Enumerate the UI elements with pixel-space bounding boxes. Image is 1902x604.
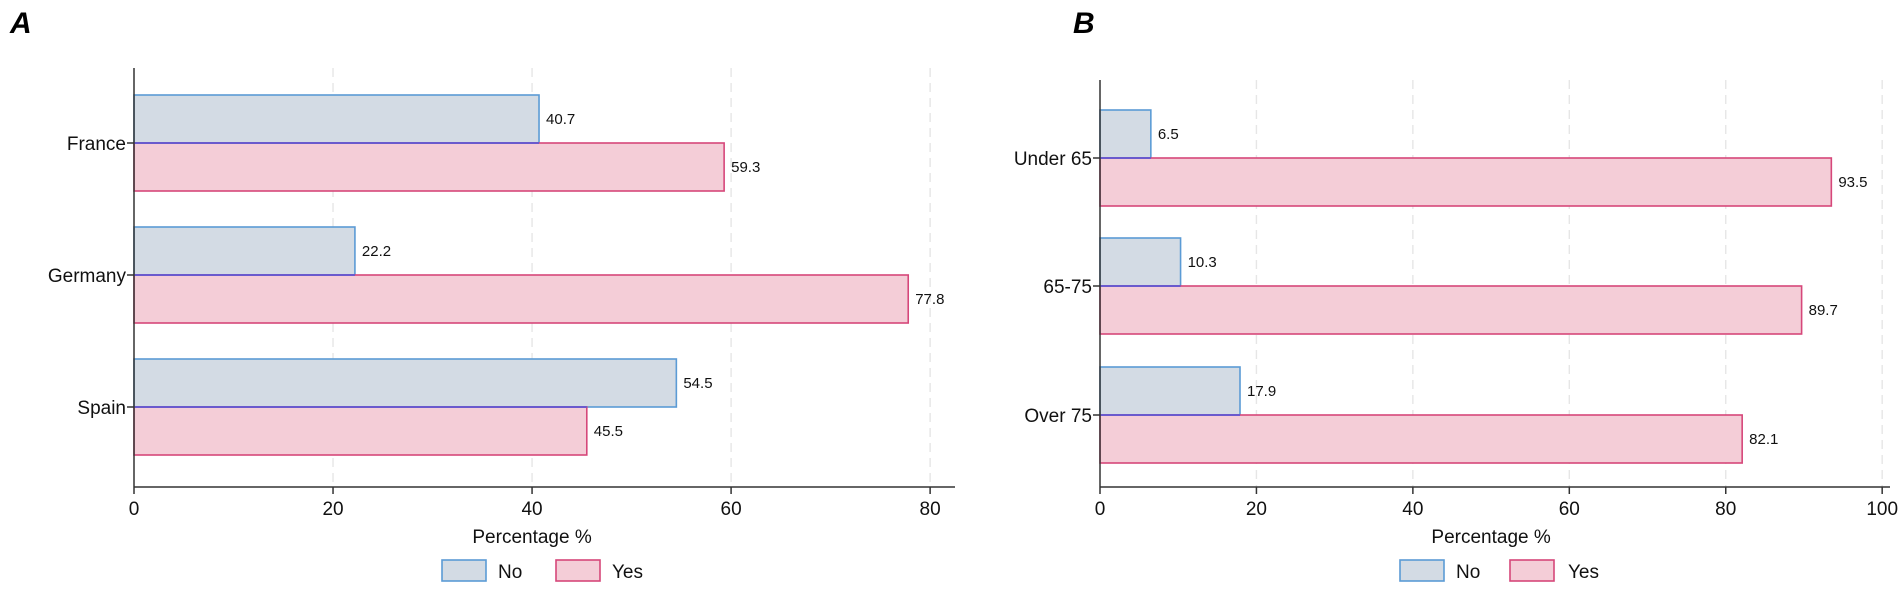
legend-label-yes: Yes [612, 562, 643, 583]
x-tick-label: 80 [1715, 499, 1736, 520]
legend-swatch-yes [555, 559, 601, 582]
x-tick-label: 0 [129, 499, 140, 520]
bar-yes [1099, 157, 1833, 207]
legend-swatch-no [441, 559, 487, 582]
legend-swatch-no [1399, 559, 1445, 582]
bar-yes [133, 142, 725, 192]
value-label: 93.5 [1838, 174, 1867, 191]
legend-label-yes: Yes [1568, 562, 1599, 583]
panel-b: B 6.5 93.5 Under 65 10.3 89.7 65-75 17.9 82.1 Ove… [1014, 7, 1898, 583]
value-label: 6.5 [1158, 126, 1179, 143]
category-label: Under 65 [1014, 149, 1092, 170]
category-label: Over 75 [1024, 406, 1092, 427]
legend-swatch-yes [1509, 559, 1555, 582]
x-axis-title: Percentage % [1431, 527, 1550, 548]
bar-no [1099, 366, 1241, 416]
category-label: Germany [48, 266, 127, 287]
x-tick-label: 0 [1095, 499, 1106, 520]
value-label: 45.5 [594, 423, 623, 440]
bar-yes [1099, 285, 1803, 335]
legend-label-no: No [498, 562, 522, 583]
value-label: 77.8 [915, 291, 944, 308]
value-label: 40.7 [546, 111, 575, 128]
bar-yes [133, 406, 588, 456]
x-tick-label: 80 [920, 499, 941, 520]
value-label: 59.3 [731, 159, 760, 176]
panel-a: A 40.7 59.3 France 22.2 77.8 Germany 54.5 45.5 Sp… [9, 7, 955, 583]
bar-yes [1099, 414, 1743, 464]
value-label: 54.5 [683, 375, 712, 392]
value-label: 22.2 [362, 243, 391, 260]
panel-label: A [9, 7, 32, 40]
category-label: 65-75 [1043, 277, 1092, 298]
x-tick-label: 20 [1246, 499, 1267, 520]
bar-no [133, 358, 678, 408]
panel-label: B [1073, 7, 1095, 40]
value-label: 17.9 [1247, 383, 1276, 400]
value-label: 82.1 [1749, 431, 1778, 448]
legend-label-no: No [1456, 562, 1480, 583]
x-tick-label: 20 [322, 499, 343, 520]
x-tick-label: 40 [1402, 499, 1423, 520]
x-tick-label: 60 [721, 499, 742, 520]
x-tick-label: 40 [521, 499, 542, 520]
bar-no [133, 226, 356, 276]
category-label: Spain [77, 398, 126, 419]
x-axis-title: Percentage % [472, 527, 591, 548]
bar-no [133, 94, 540, 144]
bar-yes [133, 274, 910, 324]
value-label: 10.3 [1188, 254, 1217, 271]
value-label: 89.7 [1809, 302, 1838, 319]
bar-no [1099, 237, 1182, 287]
x-tick-label: 100 [1866, 499, 1898, 520]
category-label: France [67, 134, 126, 155]
x-tick-label: 60 [1559, 499, 1580, 520]
bar-no [1099, 109, 1152, 159]
